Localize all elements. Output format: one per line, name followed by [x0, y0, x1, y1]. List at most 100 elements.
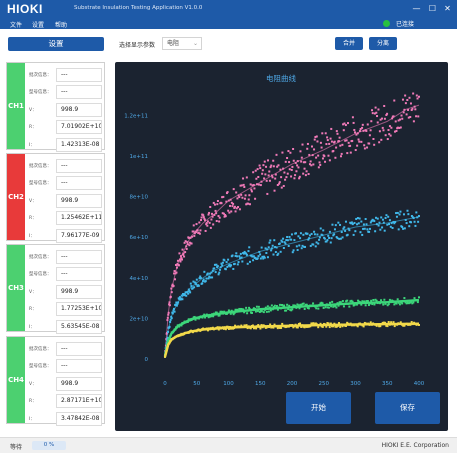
- data-point: [417, 115, 420, 118]
- param-select[interactable]: 电阻 ⌄: [162, 37, 202, 50]
- data-point: [184, 240, 187, 243]
- data-point: [339, 301, 342, 304]
- data-point: [399, 321, 402, 324]
- data-point: [354, 230, 357, 233]
- data-point: [195, 278, 198, 281]
- data-point: [269, 309, 272, 312]
- channel-model-field[interactable]: ---: [56, 176, 102, 190]
- merge-button[interactable]: 合并: [335, 37, 363, 50]
- data-point: [412, 92, 415, 95]
- data-point: [256, 310, 259, 313]
- menu-file[interactable]: 文件: [10, 22, 23, 29]
- data-point: [221, 261, 224, 264]
- data-point: [299, 150, 302, 153]
- channel-batch-field[interactable]: ---: [56, 250, 102, 264]
- data-point: [267, 310, 270, 313]
- data-point: [216, 265, 219, 268]
- data-point: [194, 318, 197, 321]
- channel-v-field[interactable]: 998.9: [56, 285, 102, 299]
- channel-model-field[interactable]: ---: [56, 267, 102, 281]
- menu-help[interactable]: 帮助: [55, 22, 68, 29]
- data-point: [248, 203, 251, 206]
- data-point: [334, 224, 337, 227]
- channel-r-field[interactable]: 1.25462E+11: [56, 211, 102, 225]
- data-point: [245, 253, 248, 256]
- data-point: [243, 186, 246, 189]
- data-point: [284, 309, 287, 312]
- data-point: [265, 310, 268, 313]
- data-point: [245, 203, 248, 206]
- channel-batch-label: 批次信息：: [29, 73, 52, 78]
- data-point: [245, 176, 248, 179]
- data-point: [202, 278, 205, 281]
- series-line: [164, 216, 420, 356]
- data-point: [394, 120, 397, 123]
- channel-batch-field[interactable]: ---: [56, 342, 102, 356]
- channel-v-field[interactable]: 998.9: [56, 103, 102, 117]
- data-point: [386, 112, 389, 115]
- data-point: [239, 184, 242, 187]
- channel-i-field[interactable]: 3.47842E-08: [56, 412, 102, 426]
- data-point: [206, 220, 209, 223]
- channel-i-field[interactable]: 5.63545E-08: [56, 320, 102, 334]
- data-point: [205, 277, 208, 280]
- data-point: [308, 234, 311, 237]
- data-point: [332, 234, 335, 237]
- data-point: [403, 324, 406, 327]
- data-point: [272, 305, 275, 308]
- data-point: [280, 176, 283, 179]
- channel-r-field[interactable]: 7.01902E+10: [56, 120, 102, 134]
- channel-v-field[interactable]: 998.9: [56, 194, 102, 208]
- data-point: [366, 300, 369, 303]
- data-point: [330, 237, 333, 240]
- chart-panel: 电阻曲线 0 50 100 150 200 250 300 350 400 0 2e+10 4e+10 6…: [115, 62, 448, 431]
- data-point: [393, 130, 396, 133]
- data-point: [273, 323, 276, 326]
- data-point: [301, 244, 304, 247]
- data-point: [355, 217, 358, 220]
- minimize-icon[interactable]: —: [412, 4, 421, 13]
- data-point: [346, 233, 349, 236]
- data-point: [178, 252, 181, 255]
- data-point: [268, 179, 271, 182]
- data-point: [239, 257, 242, 260]
- data-point: [193, 315, 196, 318]
- data-point: [390, 222, 393, 225]
- data-point: [257, 305, 260, 308]
- data-point: [189, 282, 192, 285]
- data-point: [249, 260, 252, 263]
- data-point: [378, 141, 381, 144]
- channel-r-field[interactable]: 2.87171E+10: [56, 394, 102, 408]
- data-point: [352, 304, 355, 307]
- data-point: [375, 299, 378, 302]
- channel-model-field[interactable]: ---: [56, 359, 102, 373]
- maximize-icon[interactable]: ☐: [428, 4, 437, 13]
- data-point: [263, 256, 266, 259]
- data-point: [186, 243, 189, 246]
- data-point: [293, 304, 296, 307]
- channel-r-field[interactable]: 1.77253E+10: [56, 302, 102, 316]
- data-point: [268, 170, 271, 173]
- data-point: [340, 152, 343, 155]
- data-point: [184, 251, 187, 254]
- channel-v-field[interactable]: 998.9: [56, 377, 102, 391]
- settings-button[interactable]: 设置: [8, 37, 104, 51]
- data-point: [173, 272, 176, 275]
- channel-batch-field[interactable]: ---: [56, 68, 102, 82]
- save-button[interactable]: 保存: [375, 392, 440, 424]
- data-point: [236, 197, 239, 200]
- channel-model-field[interactable]: ---: [56, 85, 102, 99]
- channel-i-field[interactable]: 7.96177E-09: [56, 229, 102, 243]
- split-button[interactable]: 分离: [369, 37, 397, 50]
- data-point: [227, 327, 230, 330]
- data-point: [223, 310, 226, 313]
- data-point: [408, 301, 411, 304]
- data-point: [359, 128, 362, 131]
- data-point: [304, 161, 307, 164]
- channel-batch-field[interactable]: ---: [56, 159, 102, 173]
- start-button[interactable]: 开始: [286, 392, 351, 424]
- channel-i-field[interactable]: 1.42313E-08: [56, 138, 102, 152]
- close-icon[interactable]: ✕: [444, 4, 451, 13]
- data-point: [328, 159, 331, 162]
- menu-settings[interactable]: 设置: [32, 22, 45, 29]
